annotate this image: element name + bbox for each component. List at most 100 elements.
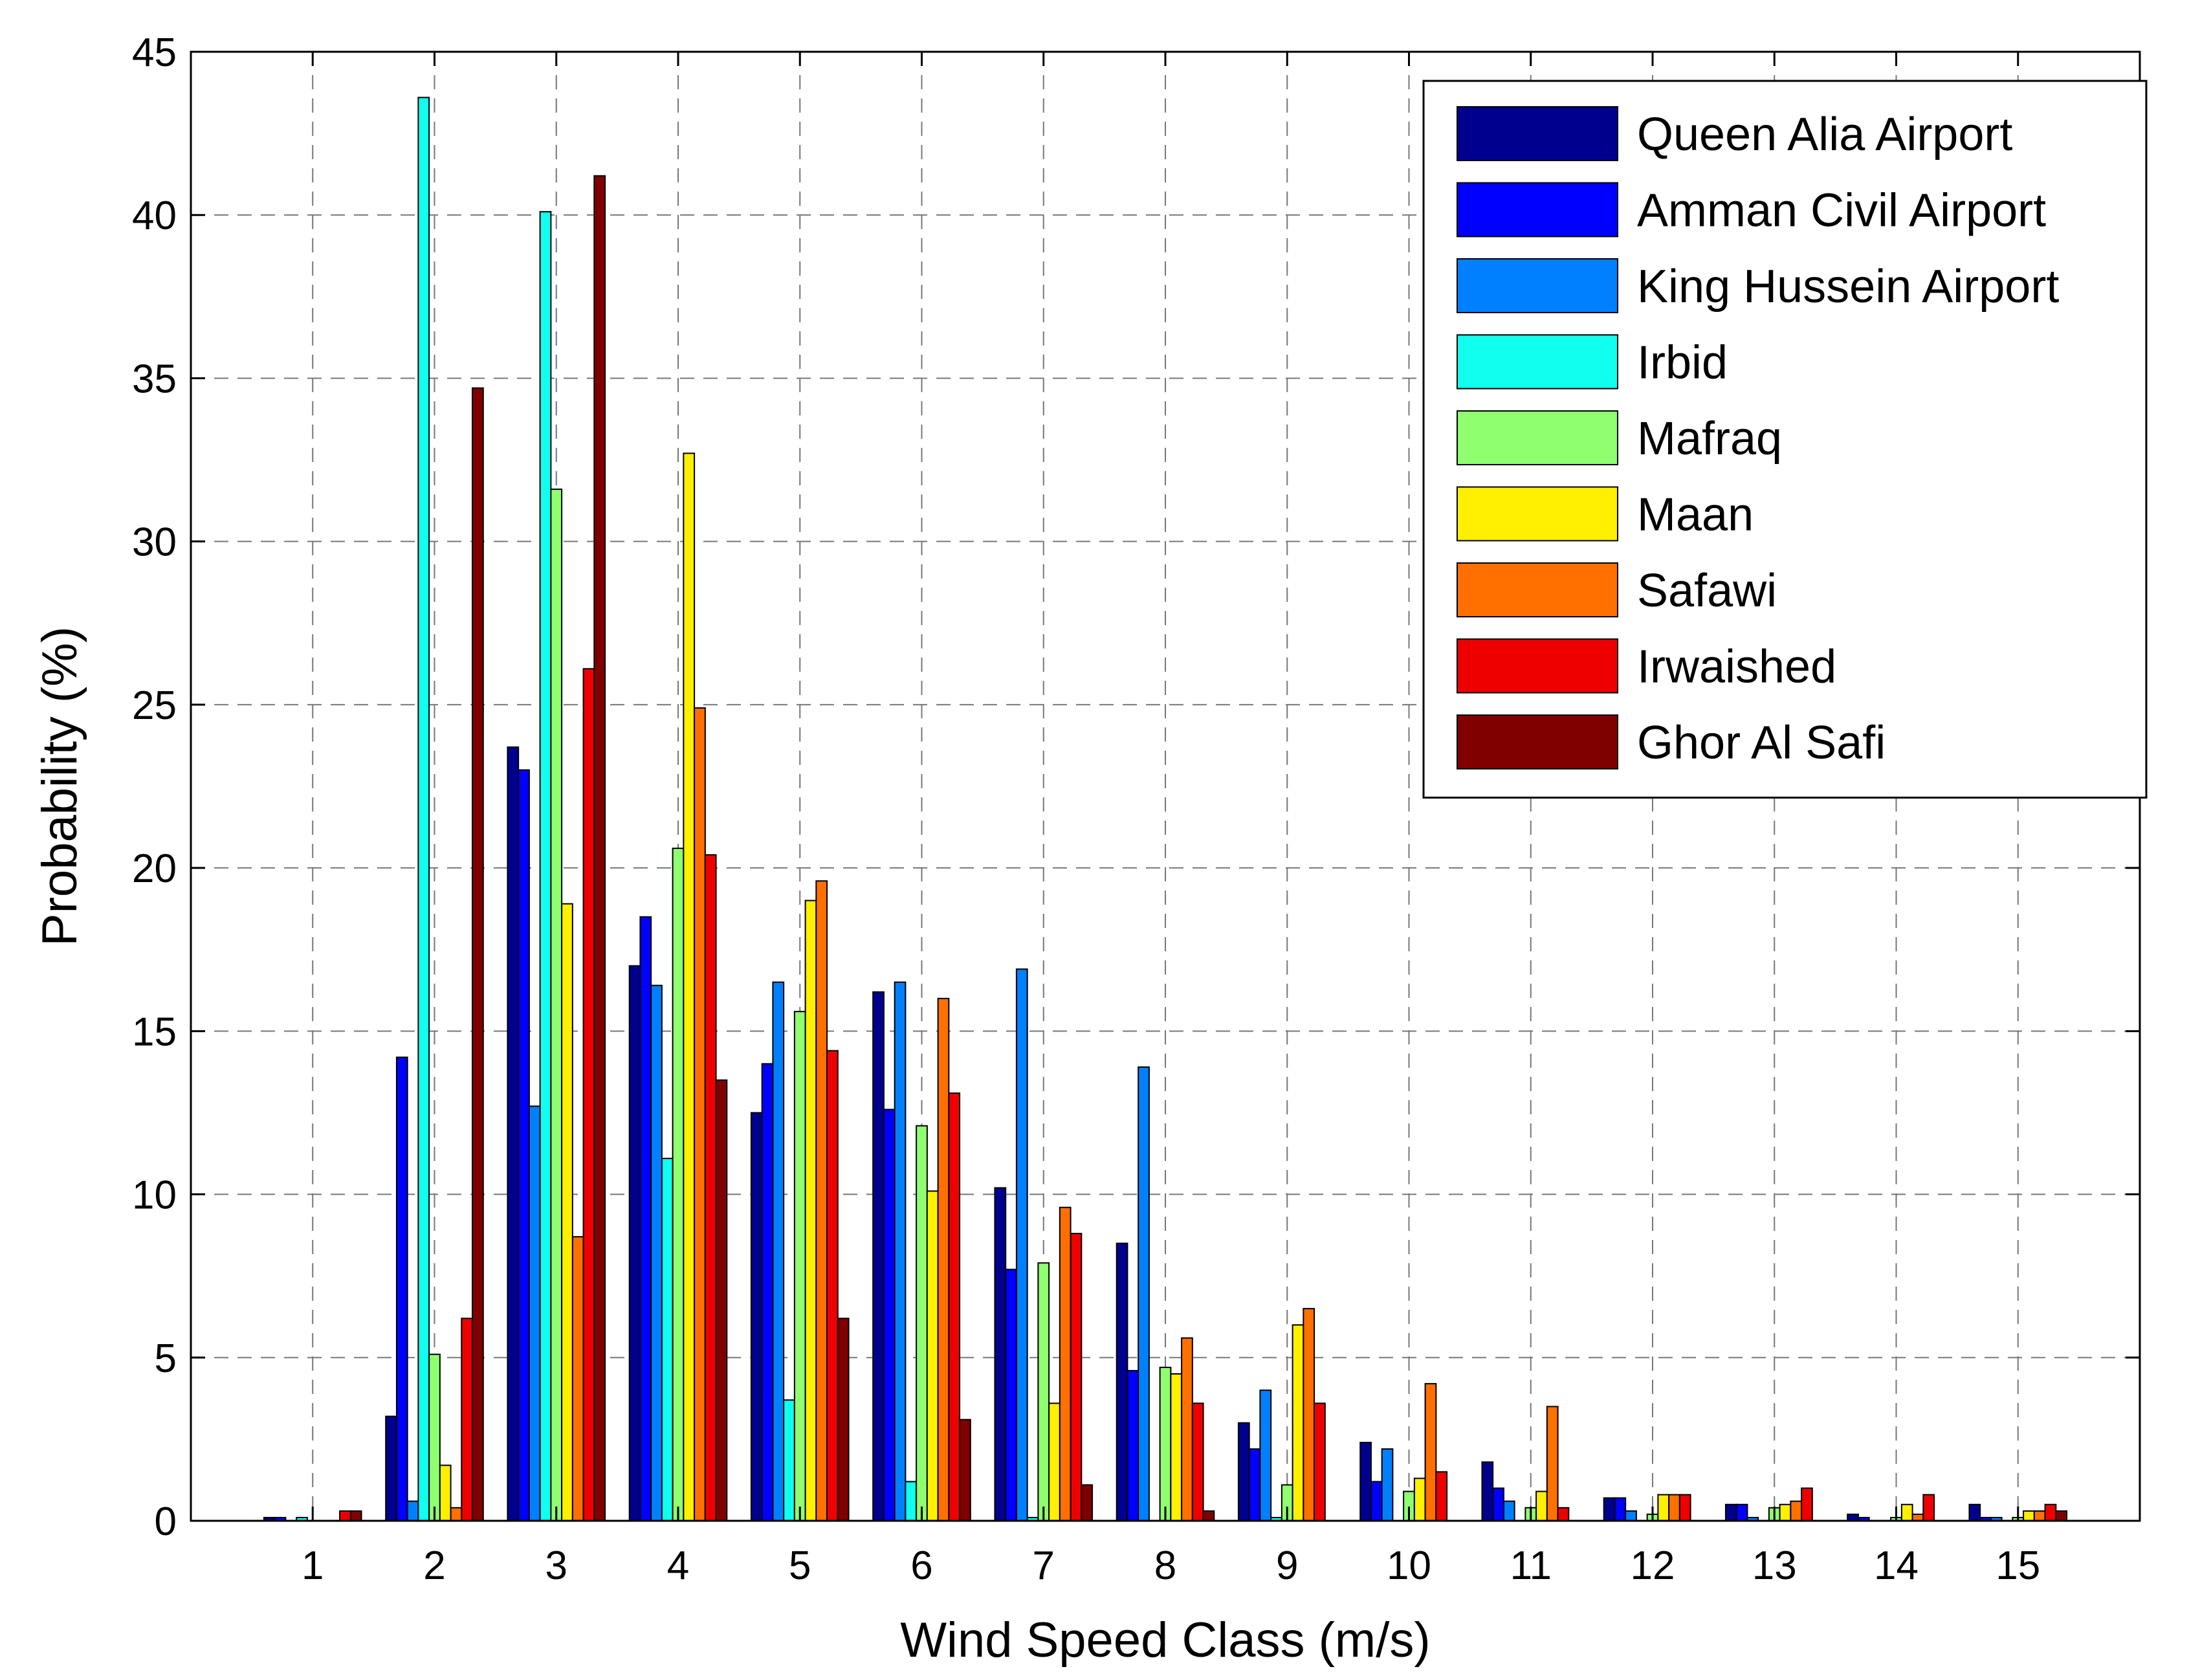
bar — [539, 211, 552, 1522]
bar — [428, 1353, 441, 1522]
bar — [1037, 1262, 1050, 1521]
bar — [1202, 1510, 1215, 1522]
bar — [2033, 1510, 2046, 1522]
bar — [349, 1510, 362, 1522]
x-tick-label: 12 — [1631, 1543, 1675, 1588]
bar — [783, 1399, 795, 1521]
bar — [339, 1510, 351, 1522]
x-tick-label: 5 — [789, 1543, 811, 1588]
bar — [694, 707, 706, 1521]
bar — [772, 981, 785, 1521]
legend-swatch — [1457, 334, 1618, 390]
bar — [1359, 1441, 1372, 1522]
bar — [905, 1481, 918, 1521]
bar — [1546, 1406, 1559, 1521]
legend-swatch — [1457, 562, 1618, 617]
bar — [1314, 1402, 1326, 1521]
bar — [582, 668, 595, 1521]
y-tick-label: 30 — [132, 520, 177, 565]
bar — [1159, 1366, 1172, 1522]
bar — [804, 900, 817, 1521]
bar — [1303, 1308, 1315, 1521]
x-tick-label: 7 — [1033, 1543, 1055, 1588]
bar — [715, 1079, 728, 1521]
x-axis-label: Wind Speed Class (m/s) — [900, 1613, 1430, 1668]
y-axis-label: Probability (%) — [32, 626, 87, 946]
bar — [593, 175, 606, 1521]
bar — [750, 1112, 763, 1521]
x-tick-label: 13 — [1752, 1543, 1797, 1588]
bar — [1557, 1507, 1570, 1522]
y-tick-label: 25 — [132, 683, 177, 728]
bar — [1668, 1494, 1680, 1522]
bar — [550, 488, 563, 1521]
bar — [417, 96, 430, 1521]
y-tick-label: 0 — [155, 1499, 177, 1544]
bar — [994, 1187, 1007, 1521]
bar — [561, 903, 573, 1521]
x-tick-label: 4 — [667, 1543, 689, 1588]
x-tick-label: 6 — [910, 1543, 932, 1588]
bar — [872, 991, 885, 1522]
bar — [948, 1092, 961, 1521]
y-tick-label: 40 — [132, 193, 177, 238]
bar — [1015, 968, 1028, 1521]
bars — [263, 96, 2068, 1522]
legend-label: Queen Alia Airport — [1637, 109, 2012, 160]
bar — [815, 880, 828, 1522]
bar — [528, 1105, 541, 1522]
legend-swatch — [1457, 182, 1618, 238]
bar — [704, 854, 717, 1521]
bar — [959, 1419, 971, 1522]
x-tick-label: 10 — [1387, 1543, 1431, 1588]
bar — [826, 1050, 839, 1521]
y-tick-label: 15 — [132, 1010, 177, 1054]
bar — [1435, 1471, 1448, 1521]
bar — [1724, 1503, 1737, 1522]
bar — [1048, 1402, 1061, 1521]
legend-swatch — [1457, 714, 1618, 769]
bar — [472, 387, 484, 1521]
bar — [1801, 1487, 1813, 1522]
legend-swatch — [1457, 410, 1618, 465]
bar — [1127, 1369, 1139, 1522]
bar — [1481, 1461, 1494, 1521]
bar — [683, 452, 696, 1521]
bar — [2023, 1510, 2035, 1522]
y-tick-label: 35 — [132, 357, 177, 401]
legend-label: Irwaished — [1637, 641, 1836, 693]
bar — [1138, 1066, 1150, 1522]
bar — [1005, 1268, 1017, 1521]
legend-swatch — [1457, 106, 1618, 161]
y-tick-label: 10 — [132, 1173, 177, 1218]
bar — [1847, 1513, 1859, 1522]
bar — [461, 1318, 474, 1521]
bar — [1492, 1487, 1504, 1522]
legend-swatch — [1457, 258, 1618, 313]
legend: Queen Alia Airport Amman Civil Airport Kin… — [1422, 80, 2148, 799]
bar — [883, 1109, 896, 1521]
bar — [1070, 1233, 1083, 1521]
bar — [916, 1125, 928, 1521]
bar — [1081, 1484, 1094, 1522]
bar — [395, 1056, 408, 1521]
bar — [1413, 1477, 1426, 1521]
bar — [793, 1011, 806, 1521]
bar — [650, 984, 663, 1521]
bar — [926, 1190, 939, 1521]
bar — [571, 1236, 584, 1521]
x-tick-label: 2 — [423, 1543, 445, 1588]
bar — [1779, 1503, 1792, 1522]
bar — [937, 997, 950, 1521]
bar — [1259, 1389, 1272, 1521]
y-tick-label: 45 — [132, 30, 177, 75]
bar — [761, 1063, 774, 1522]
bar — [661, 1158, 674, 1521]
legend-label: Mafraq — [1637, 413, 1782, 465]
bar — [1191, 1402, 1204, 1521]
x-tick-label: 15 — [1996, 1543, 2040, 1588]
bar — [628, 965, 641, 1521]
bar — [1911, 1513, 1924, 1522]
bar — [1292, 1324, 1304, 1522]
